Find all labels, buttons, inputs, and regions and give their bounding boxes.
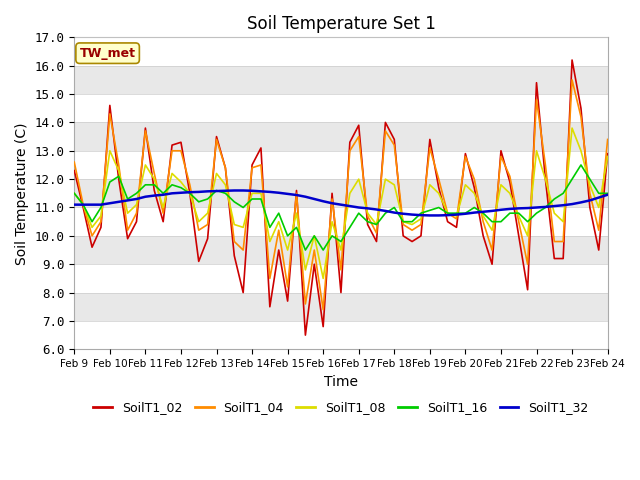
Bar <box>74 264 607 293</box>
Bar <box>74 151 607 179</box>
Text: TW_met: TW_met <box>79 47 136 60</box>
Bar <box>74 293 607 321</box>
Legend: SoilT1_02, SoilT1_04, SoilT1_08, SoilT1_16, SoilT1_32: SoilT1_02, SoilT1_04, SoilT1_08, SoilT1_… <box>88 396 594 419</box>
Bar <box>74 122 607 151</box>
Bar <box>74 321 607 349</box>
Bar <box>74 66 607 94</box>
Bar <box>74 236 607 264</box>
Title: Soil Temperature Set 1: Soil Temperature Set 1 <box>246 15 435 33</box>
Bar <box>74 94 607 122</box>
Bar <box>74 207 607 236</box>
X-axis label: Time: Time <box>324 374 358 389</box>
Bar <box>74 37 607 66</box>
Bar <box>74 179 607 207</box>
Y-axis label: Soil Temperature (C): Soil Temperature (C) <box>15 122 29 264</box>
